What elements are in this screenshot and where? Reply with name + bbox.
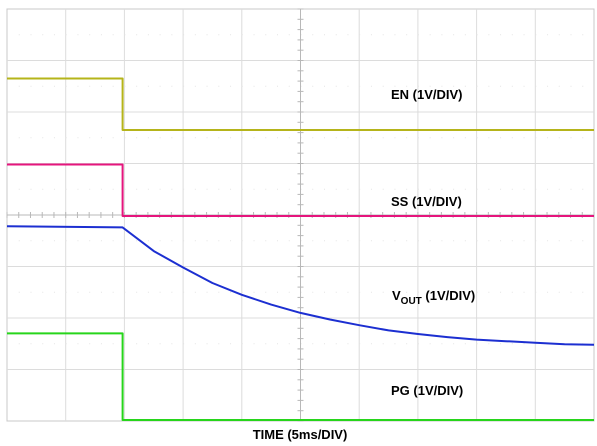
traces — [6, 77, 595, 421]
en-trace-label: EN (1V/DIV) — [391, 87, 463, 102]
vout-label-subscript: OUT — [401, 296, 422, 307]
vout-trace-label: VOUT (1V/DIV) — [392, 288, 475, 307]
vout-trace — [6, 225, 595, 346]
x-axis-label: TIME (5ms/DIV) — [253, 427, 348, 442]
vout-label-rest: (1V/DIV) — [422, 288, 475, 303]
vout-label-main: V — [392, 288, 401, 303]
pg-trace — [7, 332, 594, 421]
pg-trace-label: PG (1V/DIV) — [391, 383, 463, 398]
ss-trace-label: SS (1V/DIV) — [391, 194, 462, 209]
labels: EN (1V/DIV) SS (1V/DIV) VOUT (1V/DIV) PG… — [253, 87, 476, 442]
en-trace — [7, 77, 594, 131]
ss-trace — [7, 163, 594, 217]
